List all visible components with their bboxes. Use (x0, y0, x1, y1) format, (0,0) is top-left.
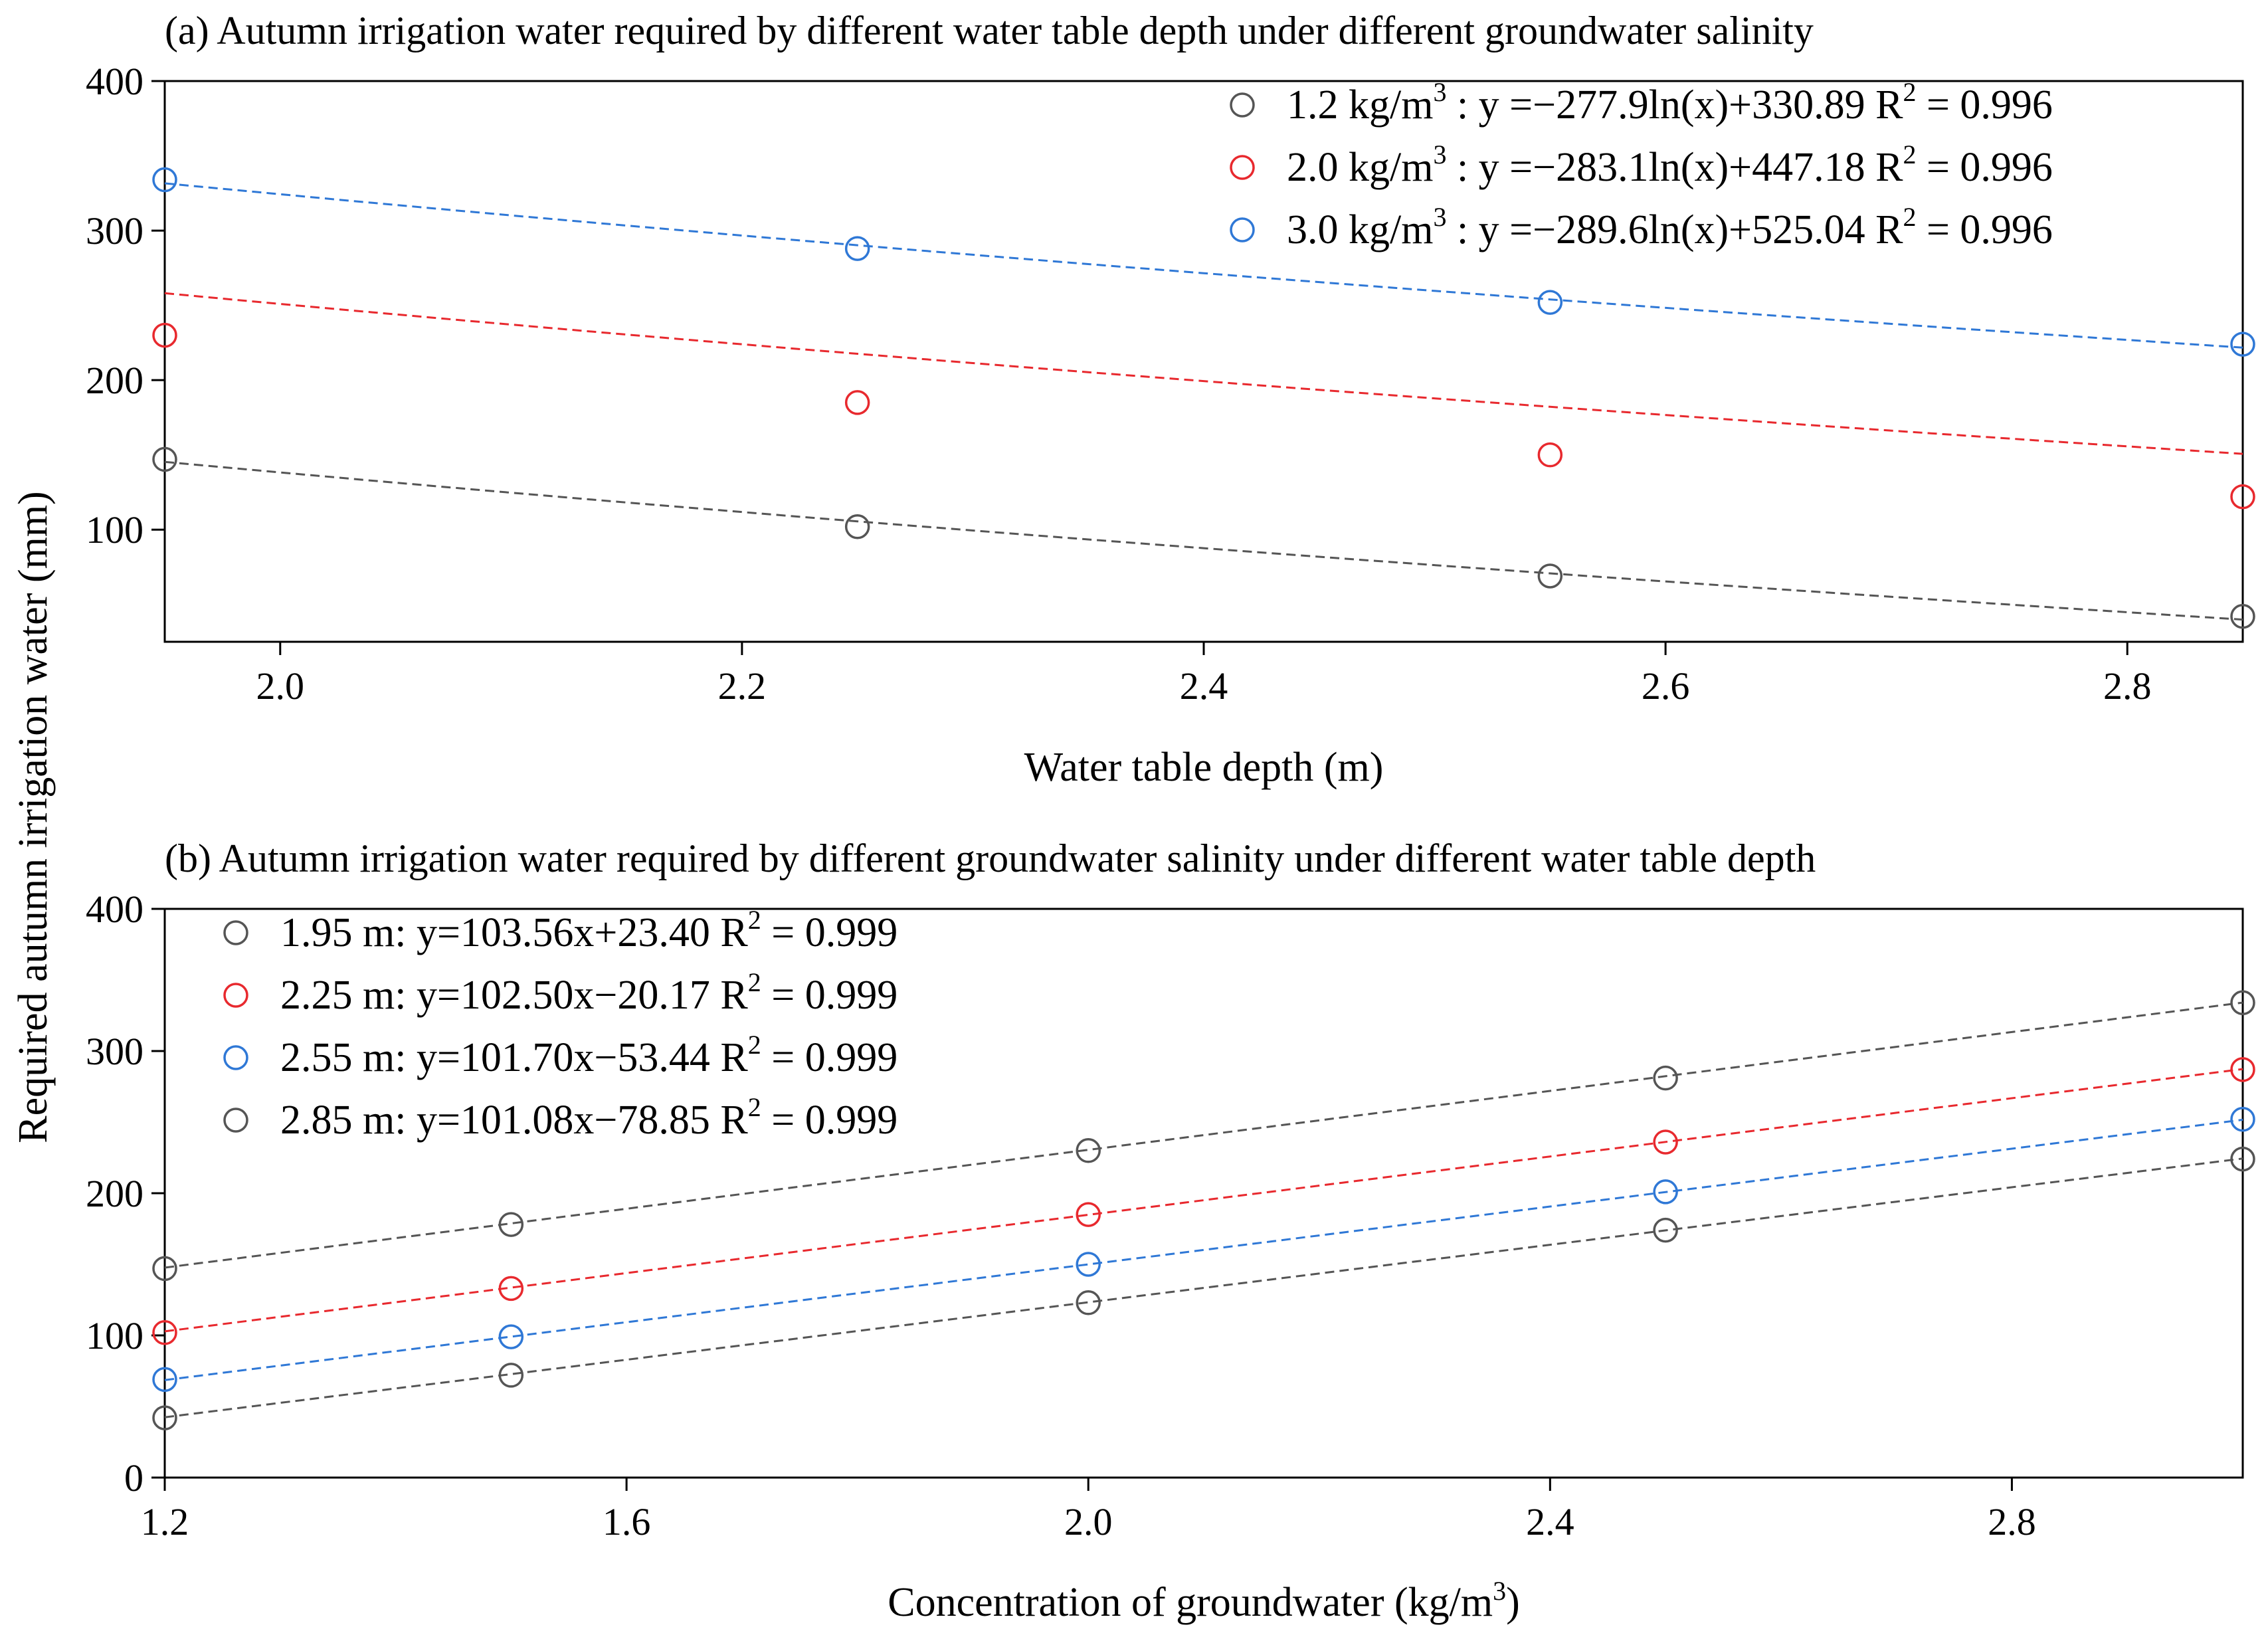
legend-entry: 1.95 m: y=103.56x+23.40 R2 = 0.999 (280, 905, 898, 955)
data-point (1076, 1138, 1101, 1163)
y-tick-label: 100 (86, 508, 143, 551)
data-point (2230, 332, 2255, 357)
panel-b: (b) Autumn irrigation water required by … (86, 836, 2255, 1625)
panel-b-x-label-sup: 3 (1493, 1576, 1506, 1606)
panel-a-legend: 1.2 kg/m3 : y =−277.9ln(x)+330.89 R2 = 0… (1230, 77, 2053, 252)
data-point (152, 1319, 177, 1345)
x-tick-label: 2.4 (1180, 664, 1228, 708)
data-point (844, 236, 870, 261)
legend-marker (1230, 92, 1255, 118)
data-point (1076, 1290, 1101, 1315)
panel-a: (a) Autumn irrigation water required by … (86, 9, 2255, 790)
y-tick-label: 400 (86, 888, 143, 931)
fit-line-a-0 (164, 460, 2243, 621)
y-tick-label: 400 (86, 60, 143, 103)
x-tick-label: 2.0 (1064, 1500, 1113, 1543)
panel-b-title: (b) Autumn irrigation water required by … (165, 836, 1816, 880)
legend-marker (223, 1108, 248, 1133)
x-tick-label: 2.6 (1642, 664, 1690, 708)
data-point (152, 322, 177, 348)
data-point (2230, 1106, 2255, 1132)
panel-a-title: (a) Autumn irrigation water required by … (165, 9, 1814, 52)
data-point (152, 1256, 177, 1282)
data-point (152, 1367, 177, 1393)
data-point (2230, 990, 2255, 1015)
legend-entry: 1.2 kg/m3 : y =−277.9ln(x)+330.89 R2 = 0… (1287, 77, 2053, 128)
legend-marker (223, 983, 248, 1008)
x-tick-label: 2.8 (2103, 664, 2152, 708)
x-tick-label: 2.0 (256, 664, 305, 708)
fit-line-a-2 (164, 182, 2243, 349)
data-point (498, 1324, 524, 1349)
fit-line-b-2 (164, 1118, 2243, 1381)
data-point (1076, 1202, 1101, 1227)
x-tick-label: 2.2 (718, 664, 767, 708)
legend-entry: 3.0 kg/m3 : y =−289.6ln(x)+525.04 R2 = 0… (1287, 202, 2053, 252)
panel-b-x-label-end: ) (1506, 1580, 1520, 1625)
data-point (498, 1276, 524, 1302)
panel-b-x-axis: 1.2 1.6 2.0 2.4 2.8 (141, 1478, 2036, 1543)
panel-a-x-axis: 2.0 2.2 2.4 2.6 2.8 (256, 642, 2152, 708)
y-tick-label: 300 (86, 209, 143, 252)
data-point (152, 446, 177, 472)
y-tick-label: 0 (124, 1456, 143, 1499)
panel-a-fit-lines (164, 182, 2243, 621)
data-point (2230, 1057, 2255, 1082)
legend-marker (223, 1045, 248, 1070)
data-point (1537, 442, 1563, 468)
panel-a-x-label: Water table depth (m) (1024, 745, 1384, 790)
fit-line-b-0 (164, 1001, 2243, 1269)
panel-a-y-axis: 100 200 300 400 (86, 60, 165, 551)
data-point (498, 1212, 524, 1237)
data-point (1653, 1179, 1678, 1205)
y-tick-label: 200 (86, 359, 143, 402)
data-point (1537, 290, 1563, 315)
data-point (1076, 1252, 1101, 1277)
legend-marker (1230, 155, 1255, 180)
data-point (1653, 1129, 1678, 1155)
data-point (1537, 563, 1563, 589)
x-tick-label: 2.4 (1526, 1500, 1574, 1543)
legend-entry: 2.25 m: y=102.50x−20.17 R2 = 0.999 (280, 967, 898, 1018)
fit-line-b-3 (164, 1157, 2243, 1418)
fit-line-a-1 (164, 292, 2243, 455)
data-point (152, 167, 177, 193)
legend-entry: 2.85 m: y=101.08x−78.85 R2 = 0.999 (280, 1092, 898, 1143)
data-point (2230, 603, 2255, 629)
data-point (2230, 1146, 2255, 1172)
panel-b-points (152, 990, 2255, 1430)
legend-marker (1230, 217, 1255, 242)
fit-line-b-1 (164, 1068, 2243, 1333)
data-point (844, 514, 870, 539)
legend-marker (223, 920, 248, 945)
y-tick-label: 300 (86, 1030, 143, 1073)
data-point (844, 390, 870, 415)
x-tick-label: 1.6 (603, 1500, 651, 1543)
y-tick-label: 100 (86, 1314, 143, 1357)
data-point (1653, 1217, 1678, 1243)
data-point (152, 1405, 177, 1430)
legend-entry: 2.0 kg/m3 : y =−283.1ln(x)+447.18 R2 = 0… (1287, 140, 2053, 190)
panel-b-y-axis: 0 100 200 300 400 (86, 888, 165, 1499)
y-axis-label: Required autumn irrigation water (mm) (11, 491, 56, 1143)
panel-b-x-label: Concentration of groundwater (kg/m3) (888, 1576, 1519, 1625)
x-tick-label: 1.2 (141, 1500, 189, 1543)
legend-entry: 2.55 m: y=101.70x−53.44 R2 = 0.999 (280, 1030, 898, 1080)
panel-b-x-label-main: Concentration of groundwater (kg/m (888, 1580, 1493, 1625)
data-point (1653, 1065, 1678, 1091)
data-point (498, 1363, 524, 1388)
data-point (2230, 484, 2255, 510)
x-tick-label: 2.8 (1988, 1500, 2036, 1543)
panel-a-points (152, 167, 2255, 629)
panel-b-fit-lines (164, 1001, 2243, 1418)
panel-b-legend: 1.95 m: y=103.56x+23.40 R2 = 0.999 2.25 m… (223, 905, 898, 1143)
y-tick-label: 200 (86, 1172, 143, 1215)
